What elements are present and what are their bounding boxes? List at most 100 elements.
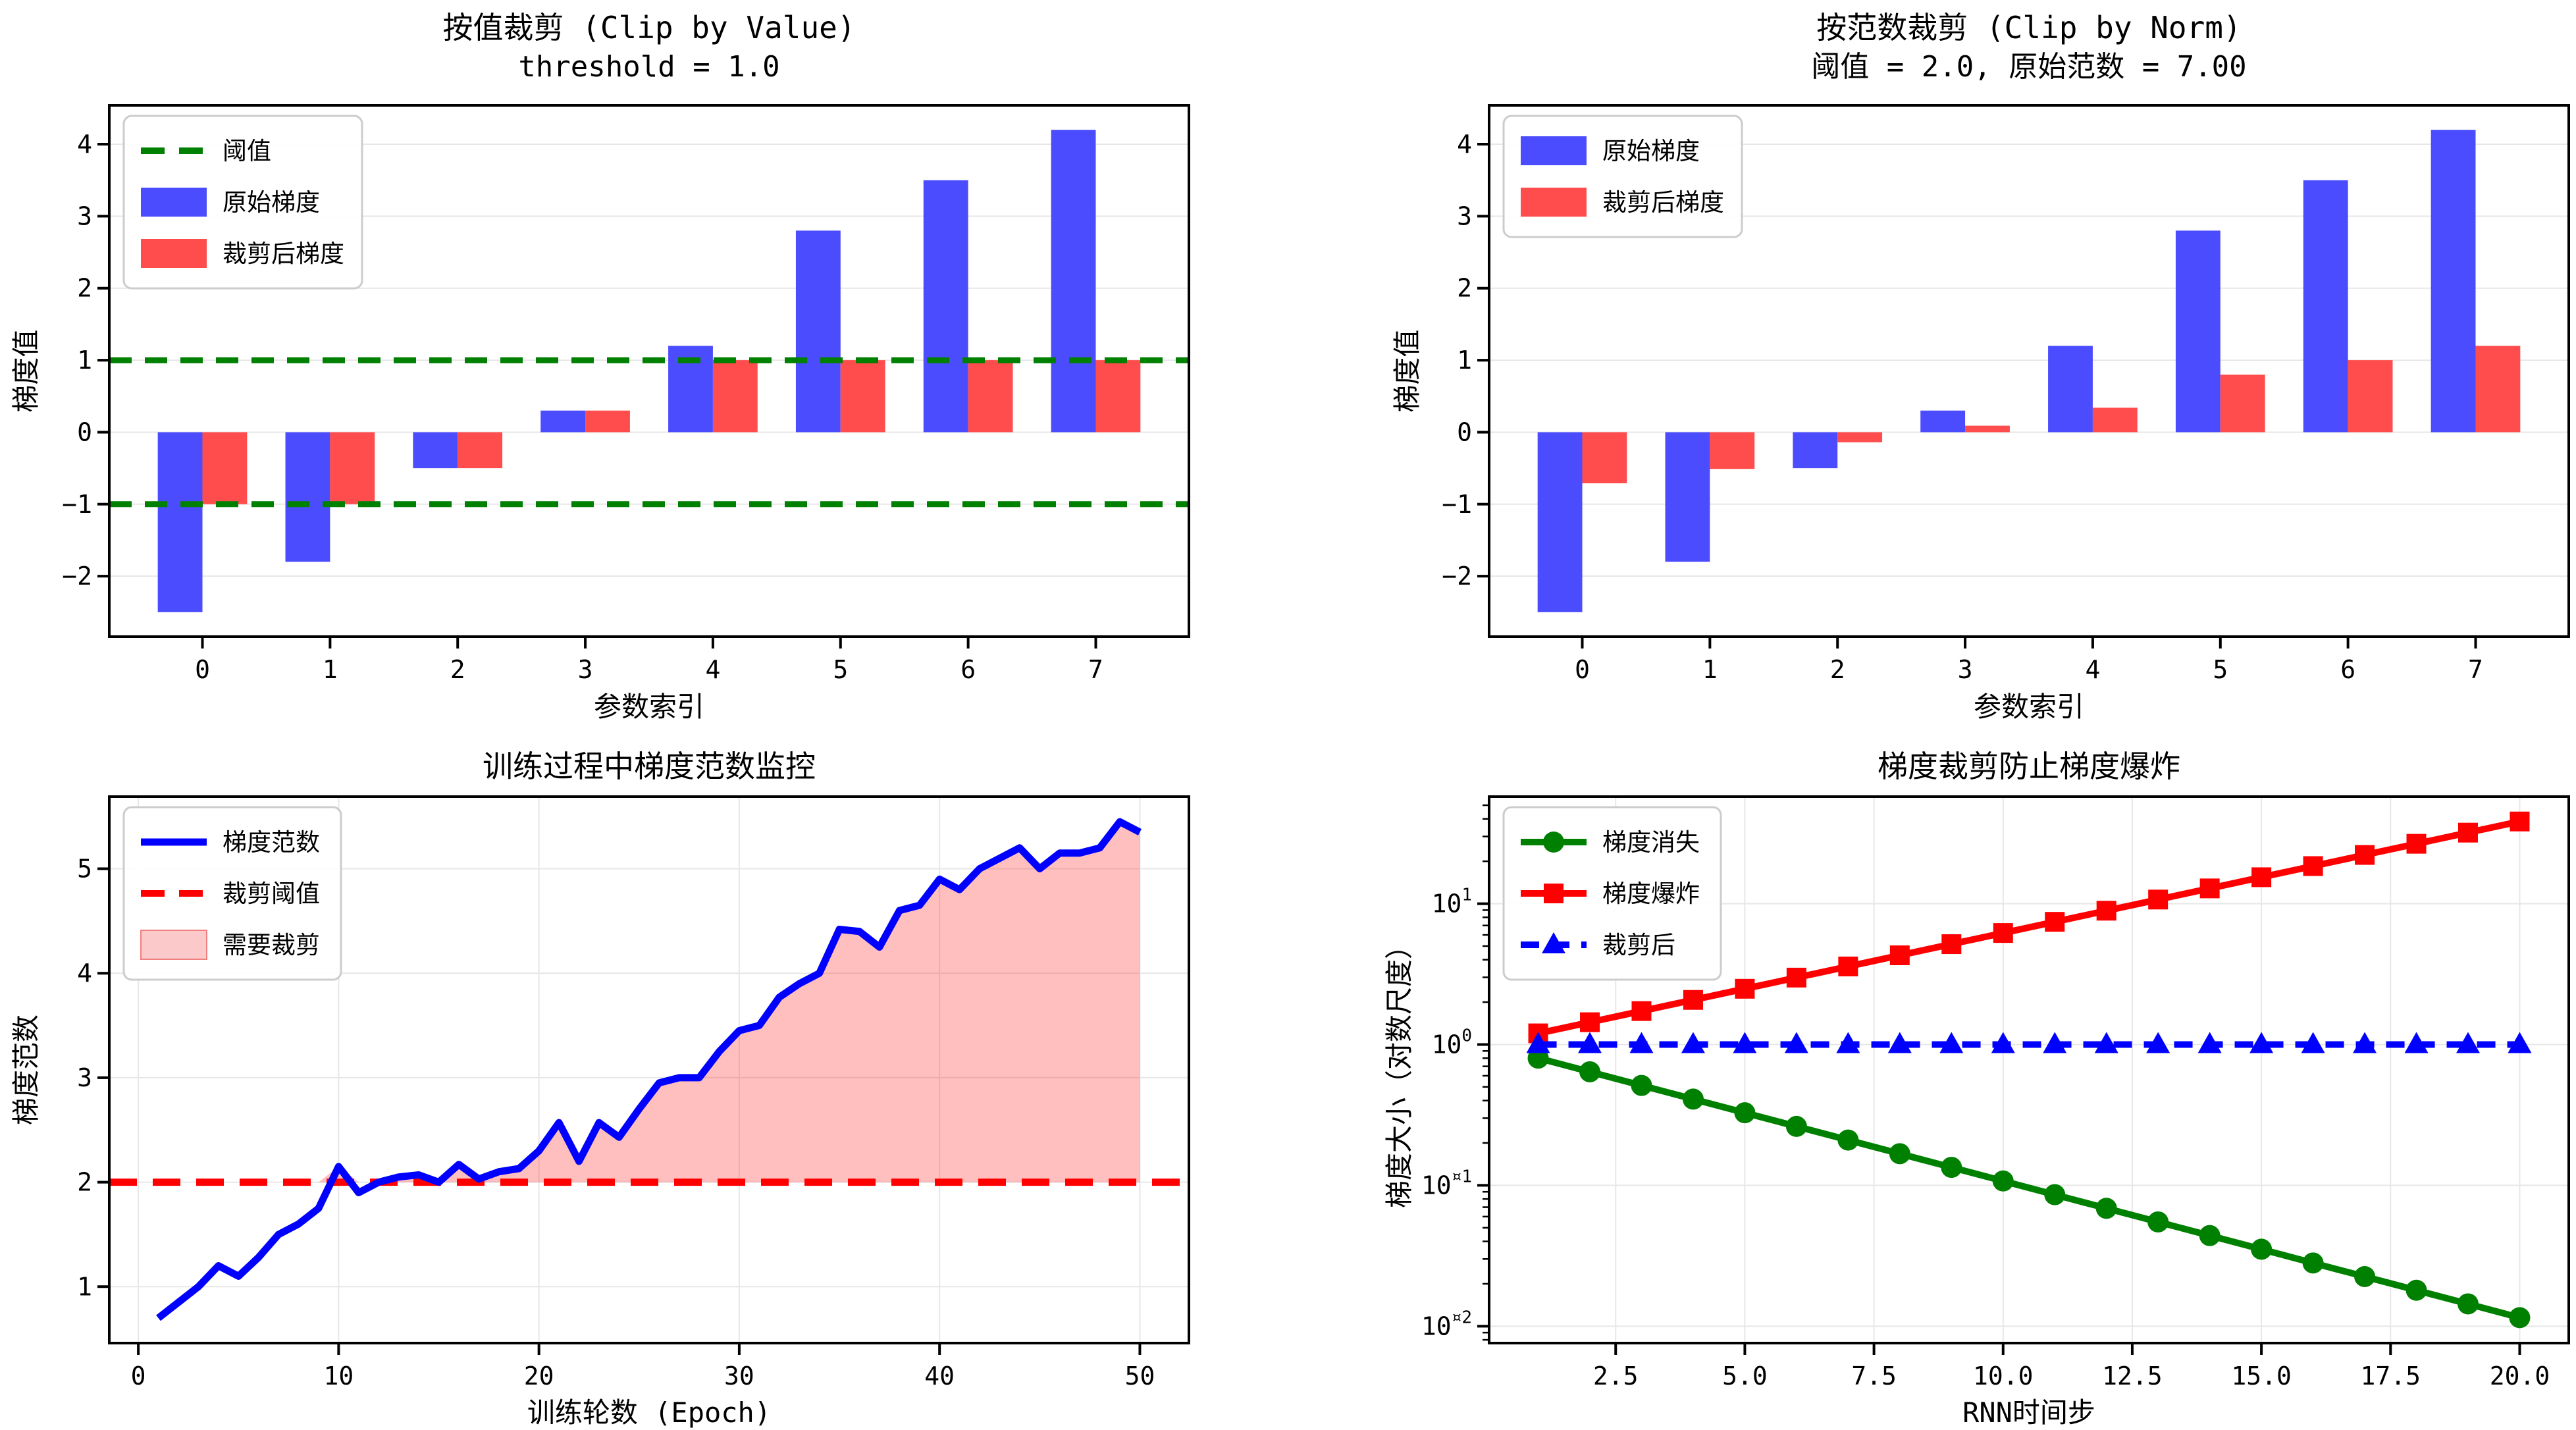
marker-circle	[2302, 1252, 2324, 1274]
tick-label-x: 50	[1125, 1362, 1155, 1390]
tick-label-x: 5.0	[1722, 1362, 1768, 1390]
tick-label-x: 4	[2085, 655, 2100, 684]
tick-label-y: 0	[77, 417, 92, 446]
fill-needs-clipping	[158, 822, 1140, 1182]
marker-square	[2096, 901, 2116, 921]
tick-label-y-log: 10¤2	[1421, 1308, 1472, 1340]
tick-label-y: −1	[1442, 490, 1472, 519]
tick-label-x: 0	[131, 1362, 146, 1390]
marker-triangle	[2094, 1032, 2118, 1053]
bar-clipped-3	[585, 410, 630, 433]
marker-triangle	[2456, 1032, 2480, 1053]
marker-circle	[1785, 1115, 1807, 1137]
bar-clipped-7	[2475, 346, 2521, 433]
tick-label-x: 10	[324, 1362, 354, 1390]
tick-label-x: 12.5	[2102, 1362, 2163, 1390]
marker-triangle	[2301, 1032, 2325, 1053]
marker-triangle	[1681, 1032, 1705, 1053]
axes-frame	[1488, 795, 2570, 1344]
tick-label-x: 0	[195, 655, 210, 684]
marker-square	[1683, 990, 1703, 1010]
legend-label: 原始梯度	[223, 188, 320, 217]
marker-square	[2148, 889, 2169, 910]
bar-clipped-0	[202, 432, 248, 504]
bar-clipped-5	[2220, 374, 2265, 433]
tick-label-x: 30	[724, 1362, 754, 1390]
bar-clipped-6	[968, 360, 1013, 433]
bar-original-7	[1051, 130, 1096, 433]
chart-rnn_gradients: 2.5 5.0 7.5 10.0 12.5 15.0 17.5 20.0 101 100 10¤1 1…	[1383, 749, 2570, 1429]
chart-subtitle: 阈值 = 2.0, 原始范数 = 7.00	[1811, 50, 2246, 84]
marker-square	[1544, 884, 1564, 903]
marker-circle	[2405, 1279, 2427, 1301]
marker-square	[1735, 978, 1755, 999]
bar-original-6	[923, 180, 968, 433]
marker-triangle	[2197, 1032, 2222, 1053]
tick-label-x: 3	[1958, 655, 1973, 684]
tick-label-y-log: 10¤1	[1421, 1167, 1472, 1200]
tick-label-x: 0	[1575, 655, 1590, 684]
marker-circle	[2044, 1184, 2066, 1205]
legend-label: 裁剪后梯度	[223, 240, 344, 268]
tick-label-y: −1	[62, 490, 92, 519]
marker-square	[1580, 1012, 1600, 1032]
x-axis-label: RNN时间步	[1962, 1396, 2095, 1429]
chart-subtitle: threshold = 1.0	[518, 50, 779, 84]
marker-circle	[1837, 1129, 1859, 1151]
tick-label-x: 3	[578, 655, 593, 684]
legend-swatch-patch	[141, 188, 207, 217]
axes-frame	[108, 795, 1190, 1344]
tick-label-x: 1	[323, 655, 338, 684]
bar-clipped-2	[1837, 432, 1883, 442]
marker-square	[2199, 878, 2220, 899]
tick-label-y: 5	[77, 855, 92, 884]
bar-clipped-4	[2092, 408, 2138, 433]
bar-clipped-1	[330, 432, 375, 504]
marker-square	[1941, 934, 1962, 955]
bar-clipped-5	[840, 360, 885, 433]
bar-original-5	[2175, 230, 2221, 433]
marker-circle	[1941, 1157, 1962, 1178]
tick-label-y: 2	[1457, 274, 1472, 303]
marker-circle	[2147, 1211, 2169, 1232]
marker-triangle	[2353, 1032, 2377, 1053]
chart-title: 按范数裁剪 (Clip by Norm)	[1816, 10, 2241, 45]
tick-label-x: 10.0	[1973, 1362, 2034, 1390]
tick-label-y: 4	[1457, 130, 1472, 159]
marker-square	[2510, 811, 2530, 832]
tick-label-y: 1	[77, 1272, 92, 1301]
tick-label-x: 15.0	[2231, 1362, 2292, 1390]
marker-triangle	[2043, 1032, 2067, 1053]
marker-circle	[2199, 1225, 2221, 1246]
bar-original-2	[413, 432, 458, 469]
marker-triangle	[2146, 1032, 2170, 1053]
axes-frame	[108, 104, 1190, 638]
bar-clipped-2	[458, 432, 503, 469]
tick-label-y: 4	[77, 130, 92, 159]
marker-triangle	[2404, 1032, 2429, 1053]
marker-square	[1889, 945, 1910, 965]
chart-clip_by_norm: 0 1 2 3 4 5 6 7 −2 −1 0 1 2 3 4 按范数裁剪 (Clip by Norm) 阈值 …	[1391, 10, 2570, 723]
tick-label-y: 1	[1457, 346, 1472, 375]
bar-clipped-1	[1710, 432, 1755, 469]
legend-label: 梯度消失	[1602, 828, 1700, 857]
marker-square	[2045, 912, 2065, 932]
bar-original-7	[2431, 130, 2476, 433]
tick-label-x: 40	[924, 1362, 955, 1390]
marker-circle	[2509, 1307, 2531, 1329]
bar-clipped-6	[2348, 360, 2393, 433]
legend-label: 裁剪阈值	[223, 880, 320, 908]
y-axis-label: 梯度值	[1391, 329, 1423, 412]
marker-triangle	[2249, 1032, 2274, 1053]
marker-triangle	[1887, 1032, 1912, 1053]
bar-original-5	[795, 230, 841, 433]
marker-triangle	[1784, 1032, 1808, 1053]
marker-circle	[1734, 1102, 1756, 1124]
gradient-norm-line	[156, 818, 1142, 1321]
legend-swatch-patch	[141, 239, 207, 268]
y-axis-label: 梯度值	[10, 329, 42, 412]
marker-triangle	[2508, 1032, 2532, 1053]
marker-circle	[1579, 1061, 1601, 1082]
bar-original-1	[285, 432, 330, 562]
